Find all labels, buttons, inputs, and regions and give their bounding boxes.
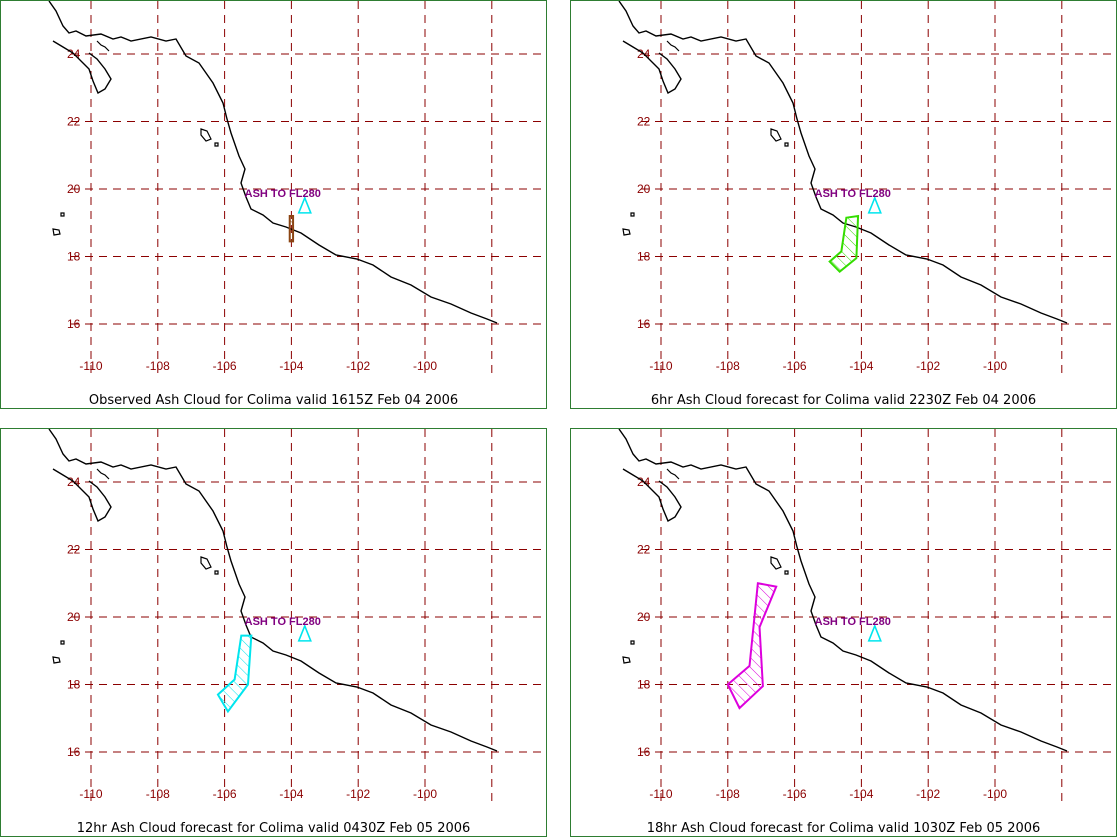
coastline-detail <box>666 468 680 480</box>
coastline-detail <box>96 40 110 52</box>
coastline <box>48 1 498 324</box>
ash-cloud-polygon <box>828 214 860 274</box>
x-tick-label: -106 <box>783 359 807 373</box>
y-tick-label: 22 <box>637 115 651 129</box>
x-tick-label: -108 <box>716 359 740 373</box>
y-tick-label: 20 <box>67 182 81 196</box>
ash-map-panel-observed: 24 22 20 18 16 -110 -108 -106 -104 -102 -100 ASH TO… <box>0 0 547 409</box>
panel-caption: Observed Ash Cloud for Colima valid 1615… <box>88 393 459 408</box>
volcano-triangle-icon <box>867 195 882 214</box>
island-outline <box>622 228 631 236</box>
x-tick-label: -108 <box>146 787 170 801</box>
y-tick-label: 16 <box>67 317 81 331</box>
x-tick-label: -110 <box>649 359 672 373</box>
island-outline <box>200 128 212 142</box>
ash-cloud-polygon <box>216 634 253 714</box>
ash-cloud-polygon <box>288 215 295 243</box>
x-tick-label: -100 <box>413 359 437 373</box>
x-tick-label: -104 <box>279 787 303 801</box>
y-tick-label: 18 <box>637 250 651 264</box>
y-tick-label: 22 <box>67 115 81 129</box>
y-tick-label: 22 <box>637 543 651 557</box>
island-outline <box>60 640 65 645</box>
island-outline <box>214 142 219 147</box>
baja-coastline <box>622 468 682 523</box>
y-tick-label: 20 <box>67 610 81 624</box>
panel-caption: 6hr Ash Cloud forecast for Colima valid … <box>650 393 1037 408</box>
x-tick-label: -110 <box>649 787 672 801</box>
island-outline <box>784 142 789 147</box>
flight-level-label: ASH TO FL280 <box>815 616 891 628</box>
ash-map-panel-6hr-forecast: 24 22 20 18 16 -110 -108 -106 -104 -102 -100 ASH TO… <box>570 0 1117 409</box>
island-outline <box>60 212 65 217</box>
island-outline <box>52 656 61 664</box>
island-outline <box>630 212 635 217</box>
x-tick-label: -102 <box>916 359 940 373</box>
panel-caption: 18hr Ash Cloud forecast for Colima valid… <box>646 821 1041 836</box>
x-tick-label: -104 <box>849 787 873 801</box>
y-tick-label: 20 <box>637 182 651 196</box>
x-tick-label: -110 <box>79 787 102 801</box>
island-outline <box>200 556 212 570</box>
x-tick-label: -106 <box>213 787 237 801</box>
x-tick-label: -108 <box>146 359 170 373</box>
island-outline <box>770 128 782 142</box>
flight-level-label: ASH TO FL280 <box>815 188 891 200</box>
y-tick-label: 16 <box>637 745 651 759</box>
panel-caption: 12hr Ash Cloud forecast for Colima valid… <box>76 821 471 836</box>
y-tick-label: 16 <box>67 745 81 759</box>
x-tick-label: -100 <box>983 787 1007 801</box>
baja-coastline <box>52 40 112 95</box>
x-tick-label: -110 <box>79 359 102 373</box>
x-tick-label: -102 <box>346 359 370 373</box>
y-tick-label: 18 <box>637 678 651 692</box>
coastline <box>48 429 498 752</box>
island-outline <box>52 228 61 236</box>
coastline-detail <box>666 40 680 52</box>
flight-level-label: ASH TO FL280 <box>245 616 321 628</box>
x-tick-label: -106 <box>213 359 237 373</box>
coastline-detail <box>96 468 110 480</box>
ash-map-panel-18hr-forecast: 24 22 20 18 16 -110 -108 -106 -104 -102 -100 ASH TO… <box>570 428 1117 837</box>
island-outline <box>622 656 631 664</box>
island-outline <box>770 556 782 570</box>
x-tick-label: -100 <box>983 359 1007 373</box>
volcano-triangle-icon <box>297 623 312 642</box>
y-tick-label: 16 <box>637 317 651 331</box>
baja-coastline <box>52 468 112 523</box>
flight-level-label: ASH TO FL280 <box>245 188 321 200</box>
baja-coastline <box>622 40 682 95</box>
x-tick-label: -102 <box>916 787 940 801</box>
coastline <box>618 1 1068 324</box>
x-tick-label: -102 <box>346 787 370 801</box>
y-tick-label: 18 <box>67 678 81 692</box>
island-outline <box>630 640 635 645</box>
x-tick-label: -104 <box>849 359 873 373</box>
volcano-triangle-icon <box>297 195 312 214</box>
y-tick-label: 22 <box>67 543 81 557</box>
x-tick-label: -104 <box>279 359 303 373</box>
x-tick-label: -106 <box>783 787 807 801</box>
x-tick-label: -108 <box>716 787 740 801</box>
y-tick-label: 20 <box>637 610 651 624</box>
ash-cloud-polygon <box>726 582 778 710</box>
ash-map-panel-12hr-forecast: 24 22 20 18 16 -110 -108 -106 -104 -102 -100 ASH TO… <box>0 428 547 837</box>
coastline <box>618 429 1068 752</box>
island-outline <box>784 570 789 575</box>
island-outline <box>214 570 219 575</box>
x-tick-label: -100 <box>413 787 437 801</box>
y-tick-label: 18 <box>67 250 81 264</box>
volcano-triangle-icon <box>867 623 882 642</box>
